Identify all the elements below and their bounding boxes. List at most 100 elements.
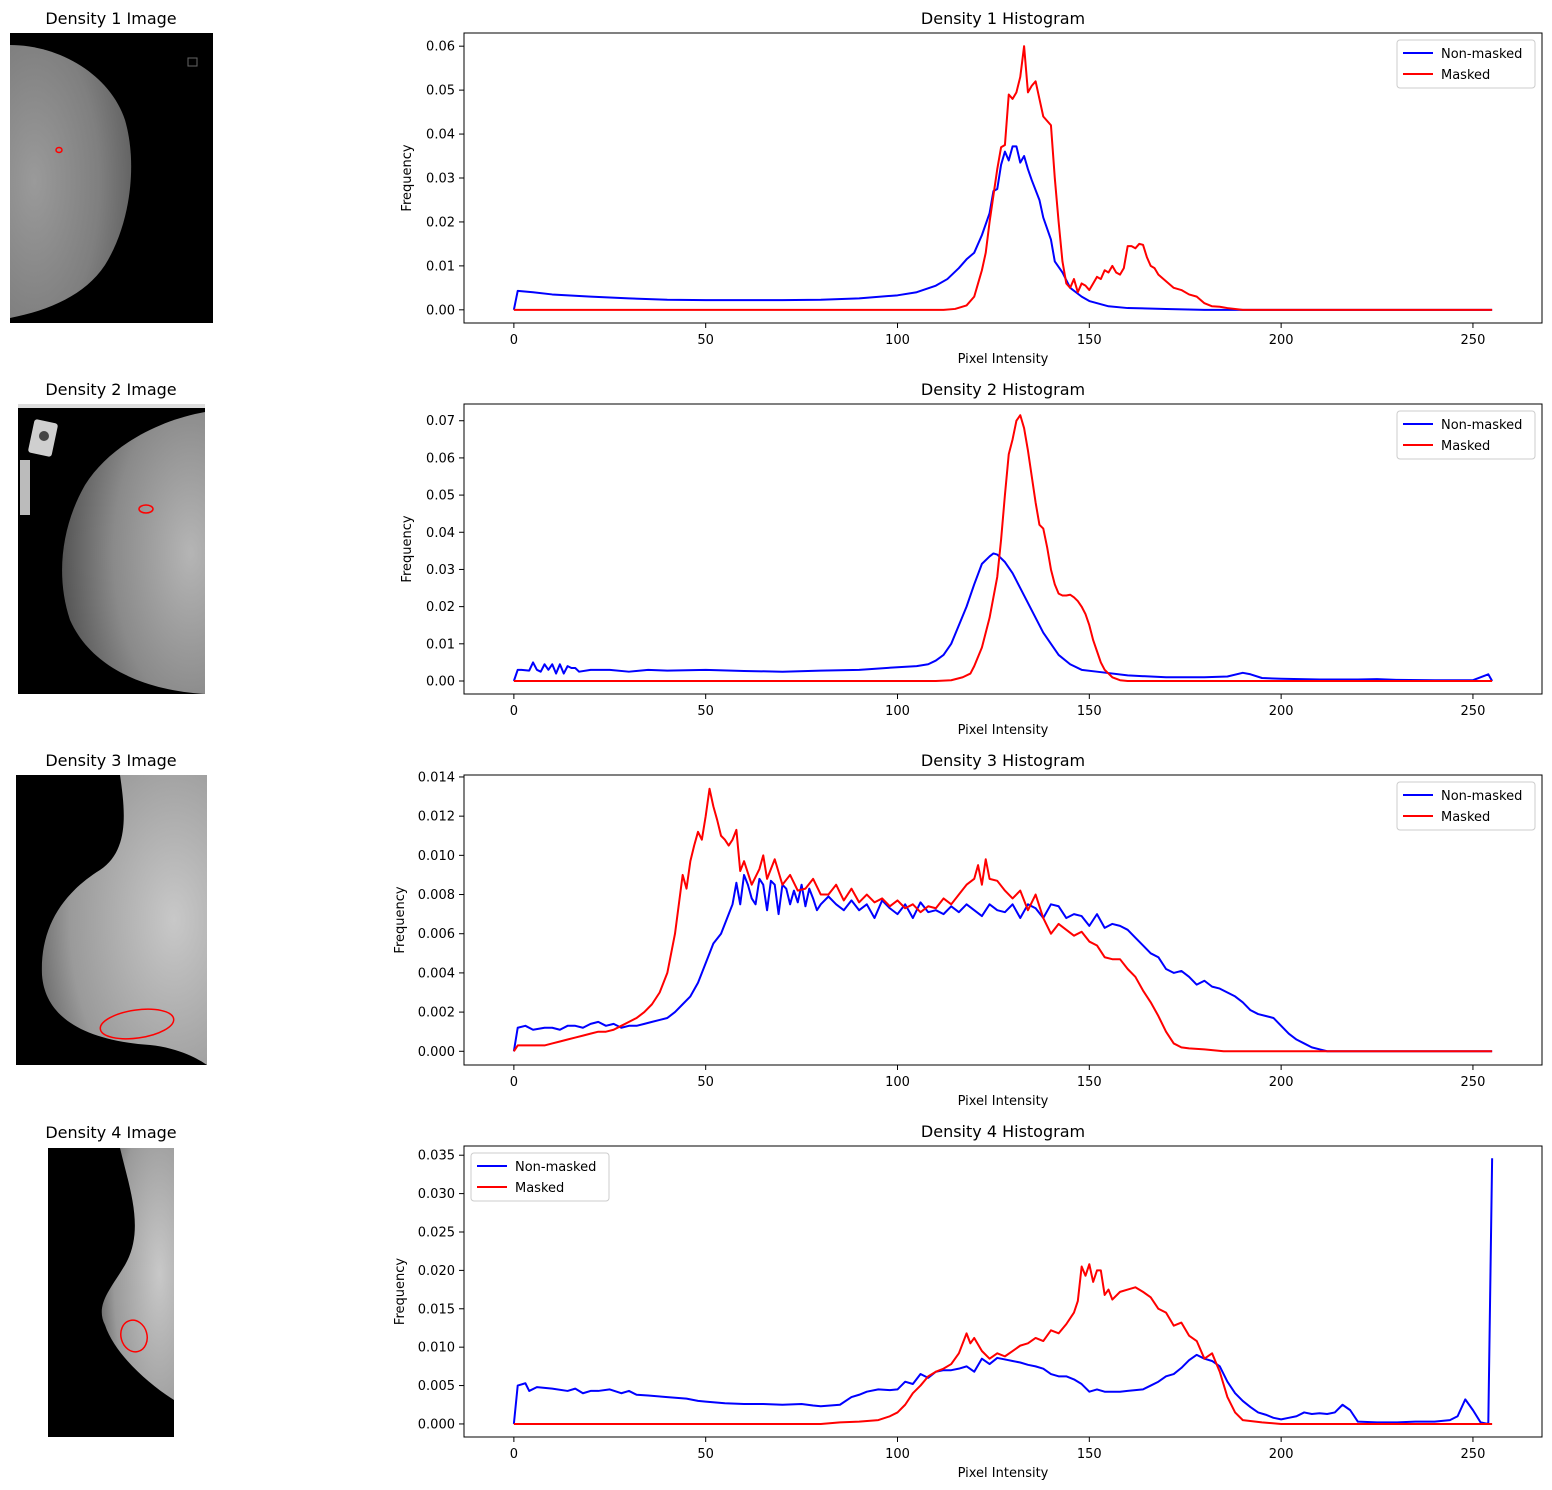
y-tick-label: 0.00 [426, 674, 455, 689]
histogram-title: Density 3 Histogram [921, 751, 1085, 770]
density-1-image-panel: Density 1 Image [10, 9, 213, 323]
x-tick-label: 250 [1461, 704, 1486, 719]
y-tick-label: 0.06 [426, 451, 455, 466]
x-tick-label: 100 [885, 1075, 910, 1090]
density-2-histogram: Density 2 Histogram 0 50 100 150 200 250 0.00 0.… [400, 380, 1543, 738]
density-2-image-title: Density 2 Image [45, 380, 176, 399]
x-axis-label: Pixel Intensity [958, 1094, 1049, 1109]
y-tick-label: 0.025 [418, 1225, 455, 1240]
density-1-histogram: Density 1 Histogram 0 50 100 150 200 250 0.00 0.… [400, 9, 1543, 367]
y-tick-label: 0.01 [426, 259, 455, 274]
x-axis-label: Pixel Intensity [958, 352, 1049, 367]
legend-label: Non-masked [1441, 418, 1522, 433]
y-tick-label: 0.06 [426, 40, 455, 55]
y-tick-label: 0.02 [426, 600, 455, 615]
x-tick-label: 100 [885, 1447, 910, 1462]
y-tick-label: 0.05 [426, 84, 455, 99]
x-tick-label: 0 [510, 704, 518, 719]
density-3-mask-outline [99, 1008, 175, 1040]
y-tick-label: 0.004 [418, 966, 455, 981]
x-tick-label: 150 [1077, 1075, 1102, 1090]
legend-label: Masked [1441, 439, 1490, 454]
series-line-masked [513, 45, 1493, 311]
x-tick-label: 50 [697, 1447, 714, 1462]
y-axis-label: Frequency [393, 886, 408, 953]
density-4-image-panel: Density 4 Image [45, 1123, 177, 1437]
x-tick-label: 50 [697, 333, 714, 348]
density-2-marker-dot [39, 431, 49, 441]
x-tick-label: 0 [510, 1447, 518, 1462]
x-tick-label: 250 [1461, 1075, 1486, 1090]
x-tick-label: 200 [1269, 333, 1294, 348]
x-tick-label: 150 [1077, 333, 1102, 348]
y-tick-label: 0.002 [418, 1006, 455, 1021]
y-tick-label: 0.006 [418, 927, 455, 942]
y-tick-label: 0.020 [418, 1264, 455, 1279]
histogram-title: Density 1 Histogram [921, 9, 1085, 28]
y-tick-label: 0.00 [426, 303, 455, 318]
density-1-image-title: Density 1 Image [45, 9, 176, 28]
density-2-side-label [20, 460, 30, 515]
density-3-view-label-box [18, 818, 46, 830]
x-tick-label: 0 [510, 333, 518, 348]
y-tick-label: 0.010 [418, 1341, 455, 1356]
legend-label: Non-masked [1441, 47, 1522, 62]
legend: Non-masked Masked [1396, 39, 1536, 89]
x-tick-label: 250 [1461, 333, 1486, 348]
legend: Non-masked Masked [1396, 781, 1536, 831]
x-tick-label: 150 [1077, 1447, 1102, 1462]
y-tick-label: 0.008 [418, 888, 455, 903]
legend-label: Masked [1441, 810, 1490, 825]
density-3-breast-tissue [41, 775, 207, 1065]
legend-label: Masked [515, 1181, 564, 1196]
density-3-image-panel: Density 3 Image [16, 751, 207, 1065]
y-tick-label: 0.02 [426, 215, 455, 230]
density-1-breast-tissue [10, 45, 132, 318]
axes-frame [463, 774, 1543, 1066]
histogram-title: Density 2 Histogram [921, 380, 1085, 399]
x-tick-label: 200 [1269, 1075, 1294, 1090]
legend: Non-masked Masked [470, 1152, 610, 1202]
axes-frame [463, 32, 1543, 324]
density-2-mask-outline [138, 504, 154, 514]
density-1-mask-outline [55, 146, 63, 154]
series-line-non-masked [512, 145, 1493, 311]
x-axis-label: Pixel Intensity [958, 723, 1049, 738]
y-tick-label: 0.05 [426, 489, 455, 504]
x-tick-label: 200 [1269, 1447, 1294, 1462]
density-4-breast-tissue [101, 1148, 174, 1400]
series-line-masked [513, 1263, 1493, 1425]
series-line-masked [513, 787, 1493, 1053]
axes-frame [463, 403, 1543, 695]
y-tick-label: 0.04 [426, 526, 455, 541]
density-2-top-edge [18, 404, 205, 408]
legend-label: Non-masked [515, 1160, 596, 1175]
y-tick-label: 0.030 [418, 1187, 455, 1202]
series-line-non-masked [512, 552, 1493, 682]
x-tick-label: 50 [697, 1075, 714, 1090]
legend-label: Non-masked [1441, 789, 1522, 804]
y-tick-label: 0.015 [418, 1302, 455, 1317]
y-tick-label: 0.04 [426, 128, 455, 143]
density-4-image-title: Density 4 Image [45, 1123, 176, 1142]
y-axis-label: Frequency [400, 515, 415, 582]
x-axis-label: Pixel Intensity [958, 1466, 1049, 1481]
y-tick-label: 0.035 [418, 1149, 455, 1164]
density-2-breast-tissue [62, 412, 205, 694]
x-tick-label: 100 [885, 333, 910, 348]
y-tick-label: 0.000 [418, 1417, 455, 1432]
y-tick-label: 0.010 [418, 849, 455, 864]
y-tick-label: 0.012 [418, 810, 455, 825]
histogram-title: Density 4 Histogram [921, 1122, 1085, 1141]
x-tick-label: 250 [1461, 1447, 1486, 1462]
y-tick-label: 0.000 [418, 1045, 455, 1060]
series-line-masked [513, 414, 1493, 682]
x-tick-label: 150 [1077, 704, 1102, 719]
density-4-histogram: Density 4 Histogram 0 50 100 150 200 250 0.000 0… [393, 1122, 1543, 1481]
legend: Non-masked Masked [1396, 410, 1536, 460]
y-tick-label: 0.03 [426, 563, 455, 578]
series-line-non-masked [512, 1158, 1494, 1425]
x-tick-label: 50 [697, 704, 714, 719]
density-3-histogram: Density 3 Histogram 0 50 100 150 200 250 0.000 0… [393, 751, 1543, 1109]
